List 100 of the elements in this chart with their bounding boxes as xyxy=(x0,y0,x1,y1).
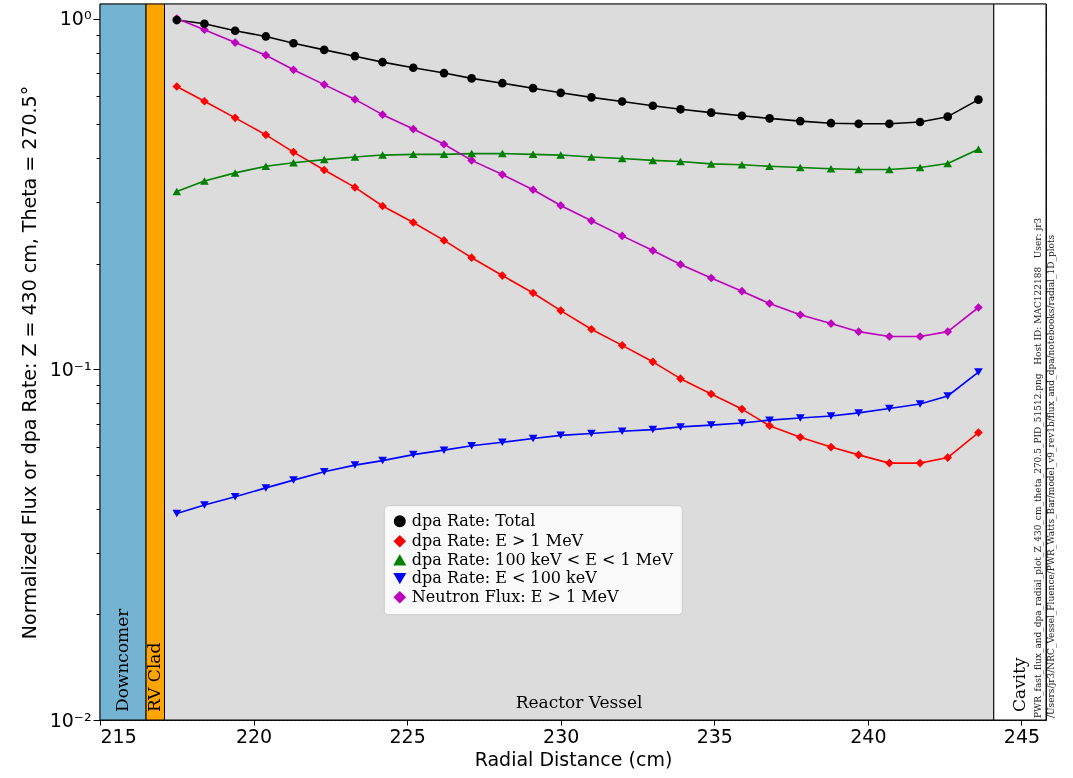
point xyxy=(230,169,240,177)
point xyxy=(885,332,894,341)
point xyxy=(556,431,566,440)
point xyxy=(943,159,953,168)
point xyxy=(737,419,747,427)
annotation: PWR_fast_flux_and_dpa_radial_plot_Z_430_cm_theta_270.5_PID_51512.png Host ID: MAC122188 User: jr3 xyxy=(1032,216,1045,718)
point xyxy=(498,438,507,447)
point xyxy=(261,32,271,41)
point xyxy=(556,201,566,210)
point xyxy=(498,170,507,179)
point xyxy=(439,150,449,159)
point xyxy=(378,456,387,465)
point xyxy=(378,151,387,159)
point xyxy=(498,149,507,158)
point xyxy=(885,404,894,413)
point xyxy=(467,442,476,450)
point xyxy=(200,177,209,185)
point xyxy=(943,327,953,336)
point xyxy=(350,183,360,192)
point xyxy=(617,231,627,241)
point xyxy=(556,88,566,98)
point xyxy=(172,187,182,196)
point xyxy=(408,63,418,73)
point xyxy=(230,26,240,36)
point xyxy=(795,310,805,320)
point xyxy=(974,368,983,376)
point xyxy=(765,421,774,431)
point xyxy=(737,111,747,121)
point xyxy=(200,501,209,509)
point xyxy=(795,432,805,442)
point xyxy=(648,156,658,165)
point xyxy=(974,145,983,153)
point xyxy=(826,118,836,128)
point xyxy=(172,82,182,91)
point xyxy=(408,150,418,159)
point xyxy=(974,95,983,104)
point xyxy=(706,273,716,283)
point xyxy=(230,38,240,47)
point xyxy=(706,160,716,168)
point xyxy=(587,216,596,226)
point xyxy=(737,160,747,169)
point xyxy=(648,246,658,255)
point xyxy=(350,51,360,61)
point xyxy=(319,165,329,175)
point xyxy=(172,509,182,518)
point xyxy=(319,45,329,55)
y-tick-label: 10⁰ xyxy=(59,7,92,30)
x-tick-label: 215 xyxy=(100,724,137,747)
point xyxy=(885,165,894,174)
point xyxy=(617,341,627,350)
point xyxy=(319,155,329,164)
point xyxy=(439,68,449,78)
point xyxy=(706,389,716,399)
point xyxy=(617,97,627,106)
point xyxy=(528,150,538,159)
point xyxy=(587,93,596,102)
annotation: /Users/jr3/NRC_Vessel_Fluence/PWR_Watts_Bar/model_v9_rev1b/flux_and_dpa/notebooks/radial_1D_plots xyxy=(1045,233,1058,718)
point xyxy=(261,484,271,492)
point xyxy=(587,429,596,438)
point xyxy=(498,78,507,88)
point xyxy=(350,461,360,469)
point xyxy=(854,450,863,460)
legend-label: dpa Rate: 100 keV < E < 1 MeV xyxy=(411,550,674,570)
point xyxy=(528,288,538,298)
point xyxy=(943,392,953,400)
point xyxy=(261,162,271,171)
point xyxy=(408,218,418,227)
point xyxy=(200,96,209,106)
point xyxy=(737,404,747,414)
point xyxy=(439,446,449,454)
point xyxy=(378,110,387,119)
legend-label: Neutron Flux: E > 1 MeV xyxy=(411,587,620,607)
point xyxy=(230,493,240,501)
point xyxy=(676,374,685,384)
point xyxy=(676,260,685,269)
point xyxy=(706,421,716,429)
x-tick-label: 225 xyxy=(389,724,426,747)
band-label: Cavity xyxy=(1008,656,1029,712)
point xyxy=(854,119,863,129)
point xyxy=(885,458,894,468)
point xyxy=(350,153,360,161)
point xyxy=(319,468,329,476)
point xyxy=(289,65,298,75)
point xyxy=(826,412,836,420)
point xyxy=(676,157,685,166)
legend-label: dpa Rate: E < 100 keV xyxy=(411,568,598,588)
point xyxy=(587,324,596,334)
band-label: Downcomer xyxy=(112,607,133,712)
point xyxy=(556,306,566,315)
point xyxy=(528,185,538,195)
point xyxy=(439,139,449,149)
point xyxy=(319,80,329,89)
point xyxy=(826,442,836,452)
point xyxy=(587,153,596,161)
x-axis-title: Radial Distance (cm) xyxy=(474,747,673,770)
point xyxy=(765,299,774,308)
legend-label: dpa Rate: E > 1 MeV xyxy=(411,531,584,551)
point xyxy=(498,271,507,280)
point xyxy=(943,112,953,121)
point xyxy=(915,163,925,172)
